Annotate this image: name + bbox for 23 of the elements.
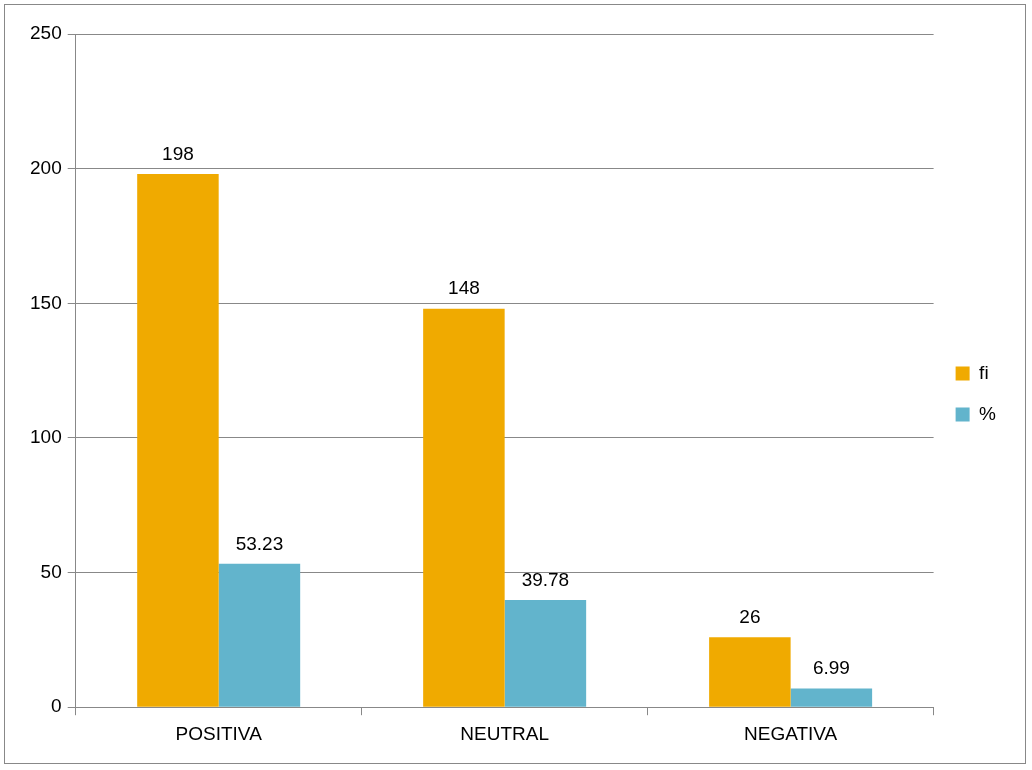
x-tick-label: NEUTRAL xyxy=(460,722,549,744)
data-label: 198 xyxy=(162,142,194,164)
x-tick-label: POSITIVA xyxy=(175,722,263,744)
data-label: 53.23 xyxy=(235,532,284,554)
y-tick-label: 50 xyxy=(40,560,62,582)
y-tick-label: 250 xyxy=(30,22,62,44)
data-label: 39.78 xyxy=(521,568,570,590)
data-label: 26 xyxy=(739,605,761,627)
y-tick-label: 150 xyxy=(30,291,62,313)
y-tick-label: 0 xyxy=(51,695,62,717)
x-tick-label: NEGATIVA xyxy=(743,722,838,744)
data-label: 6.99 xyxy=(812,657,850,679)
bar xyxy=(218,563,301,707)
bar xyxy=(790,688,873,707)
bar xyxy=(709,637,791,707)
bar xyxy=(423,308,505,707)
y-tick-label: 200 xyxy=(30,156,62,178)
legend-label: fi xyxy=(979,361,989,383)
data-label: 148 xyxy=(448,277,480,299)
y-tick-label: 100 xyxy=(30,426,62,448)
legend-label: % xyxy=(979,402,997,424)
bar xyxy=(504,600,587,707)
bar xyxy=(137,174,219,707)
